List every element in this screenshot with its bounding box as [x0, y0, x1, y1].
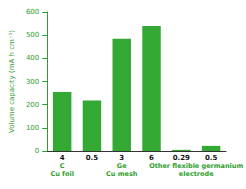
svg-text:300: 300 — [26, 78, 39, 86]
svg-text:Cu foil: Cu foil — [50, 170, 73, 178]
svg-text:6: 6 — [149, 154, 154, 162]
svg-text:0.29: 0.29 — [173, 154, 190, 162]
svg-text:400: 400 — [26, 54, 39, 62]
svg-text:0.5: 0.5 — [205, 154, 218, 162]
svg-text:0: 0 — [35, 147, 39, 155]
svg-text:4: 4 — [60, 154, 65, 162]
svg-text:electrode: electrode — [179, 170, 214, 178]
svg-text:Volume capacity (mA h cm⁻³): Volume capacity (mA h cm⁻³) — [8, 30, 16, 133]
svg-text:C: C — [60, 162, 65, 170]
svg-text:Other flexible germanium: Other flexible germanium — [149, 162, 243, 170]
svg-text:100: 100 — [26, 124, 39, 132]
svg-text:500: 500 — [26, 31, 39, 39]
svg-text:0.5: 0.5 — [86, 154, 99, 162]
svg-text:Ge: Ge — [117, 162, 127, 170]
svg-text:200: 200 — [26, 101, 39, 109]
svg-text:Cu mesh: Cu mesh — [106, 170, 138, 178]
svg-text:600: 600 — [26, 8, 39, 16]
svg-text:3: 3 — [119, 154, 124, 162]
